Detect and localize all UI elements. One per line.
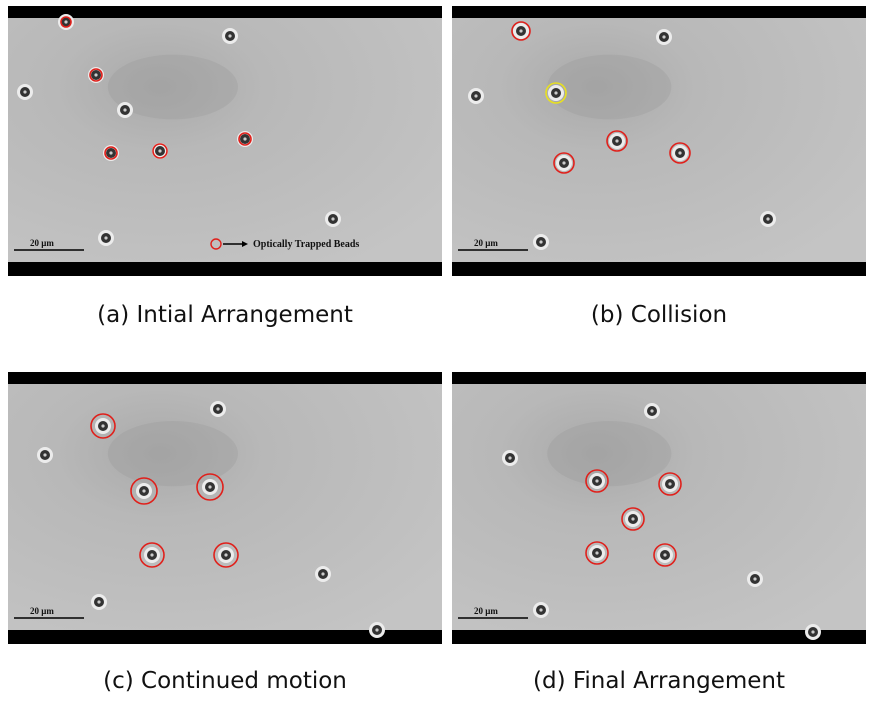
micrograph bbox=[452, 6, 866, 276]
figure: (a) Intial Arrangement (b) Collision (c)… bbox=[0, 0, 875, 704]
bead-core bbox=[43, 453, 46, 456]
bead-core bbox=[508, 456, 511, 459]
scale-label: 20 μm bbox=[30, 238, 54, 248]
bead-core bbox=[753, 577, 756, 580]
bead-core bbox=[150, 553, 153, 556]
bead-core bbox=[243, 137, 246, 140]
bead-core bbox=[216, 407, 219, 410]
black-bar bbox=[8, 262, 442, 276]
bead-core bbox=[539, 240, 542, 243]
scale-label: 20 μm bbox=[30, 606, 54, 616]
bead-core bbox=[228, 34, 231, 37]
bead-core bbox=[663, 553, 666, 556]
bead-core bbox=[595, 551, 598, 554]
shadow bbox=[547, 55, 671, 120]
shadow bbox=[547, 421, 671, 486]
bead-core bbox=[650, 409, 653, 412]
bead-core bbox=[595, 479, 598, 482]
bead-core bbox=[94, 73, 97, 76]
bead-core bbox=[104, 236, 107, 239]
black-bar bbox=[8, 372, 442, 384]
bead-core bbox=[64, 20, 67, 23]
bead-core bbox=[678, 151, 681, 154]
bead-core bbox=[375, 628, 378, 631]
black-bar bbox=[452, 372, 866, 384]
bead-core bbox=[562, 161, 565, 164]
bead-core bbox=[23, 90, 26, 93]
bead-core bbox=[101, 424, 104, 427]
bead-core bbox=[97, 600, 100, 603]
bead-core bbox=[668, 482, 671, 485]
bead-core bbox=[224, 553, 227, 556]
scale-label: 20 μm bbox=[474, 606, 498, 616]
bead-core bbox=[474, 94, 477, 97]
caption: (c) Continued motion bbox=[103, 668, 347, 694]
bead-core bbox=[158, 149, 161, 152]
bead-core bbox=[539, 608, 542, 611]
bead-core bbox=[321, 572, 324, 575]
bead-core bbox=[615, 139, 618, 142]
bead-core bbox=[631, 517, 634, 520]
black-bar bbox=[8, 6, 442, 18]
bead-core bbox=[554, 91, 557, 94]
bead-core bbox=[123, 108, 126, 111]
bead-core bbox=[766, 217, 769, 220]
scale-label: 20 μm bbox=[474, 238, 498, 248]
caption: (b) Collision bbox=[591, 302, 727, 328]
black-bar bbox=[452, 6, 866, 18]
bead-core bbox=[519, 29, 522, 32]
bead-core bbox=[811, 630, 814, 633]
black-bar bbox=[452, 630, 866, 644]
caption: (d) Final Arrangement bbox=[533, 668, 785, 694]
black-bar bbox=[452, 262, 866, 276]
micrograph bbox=[8, 6, 442, 276]
bead-core bbox=[109, 151, 112, 154]
bead-core bbox=[331, 217, 334, 220]
bead-core bbox=[208, 485, 211, 488]
caption: (a) Intial Arrangement bbox=[97, 302, 353, 328]
bead-core bbox=[142, 489, 145, 492]
legend-label: Optically Trapped Beads bbox=[253, 239, 359, 250]
bead-core bbox=[662, 35, 665, 38]
